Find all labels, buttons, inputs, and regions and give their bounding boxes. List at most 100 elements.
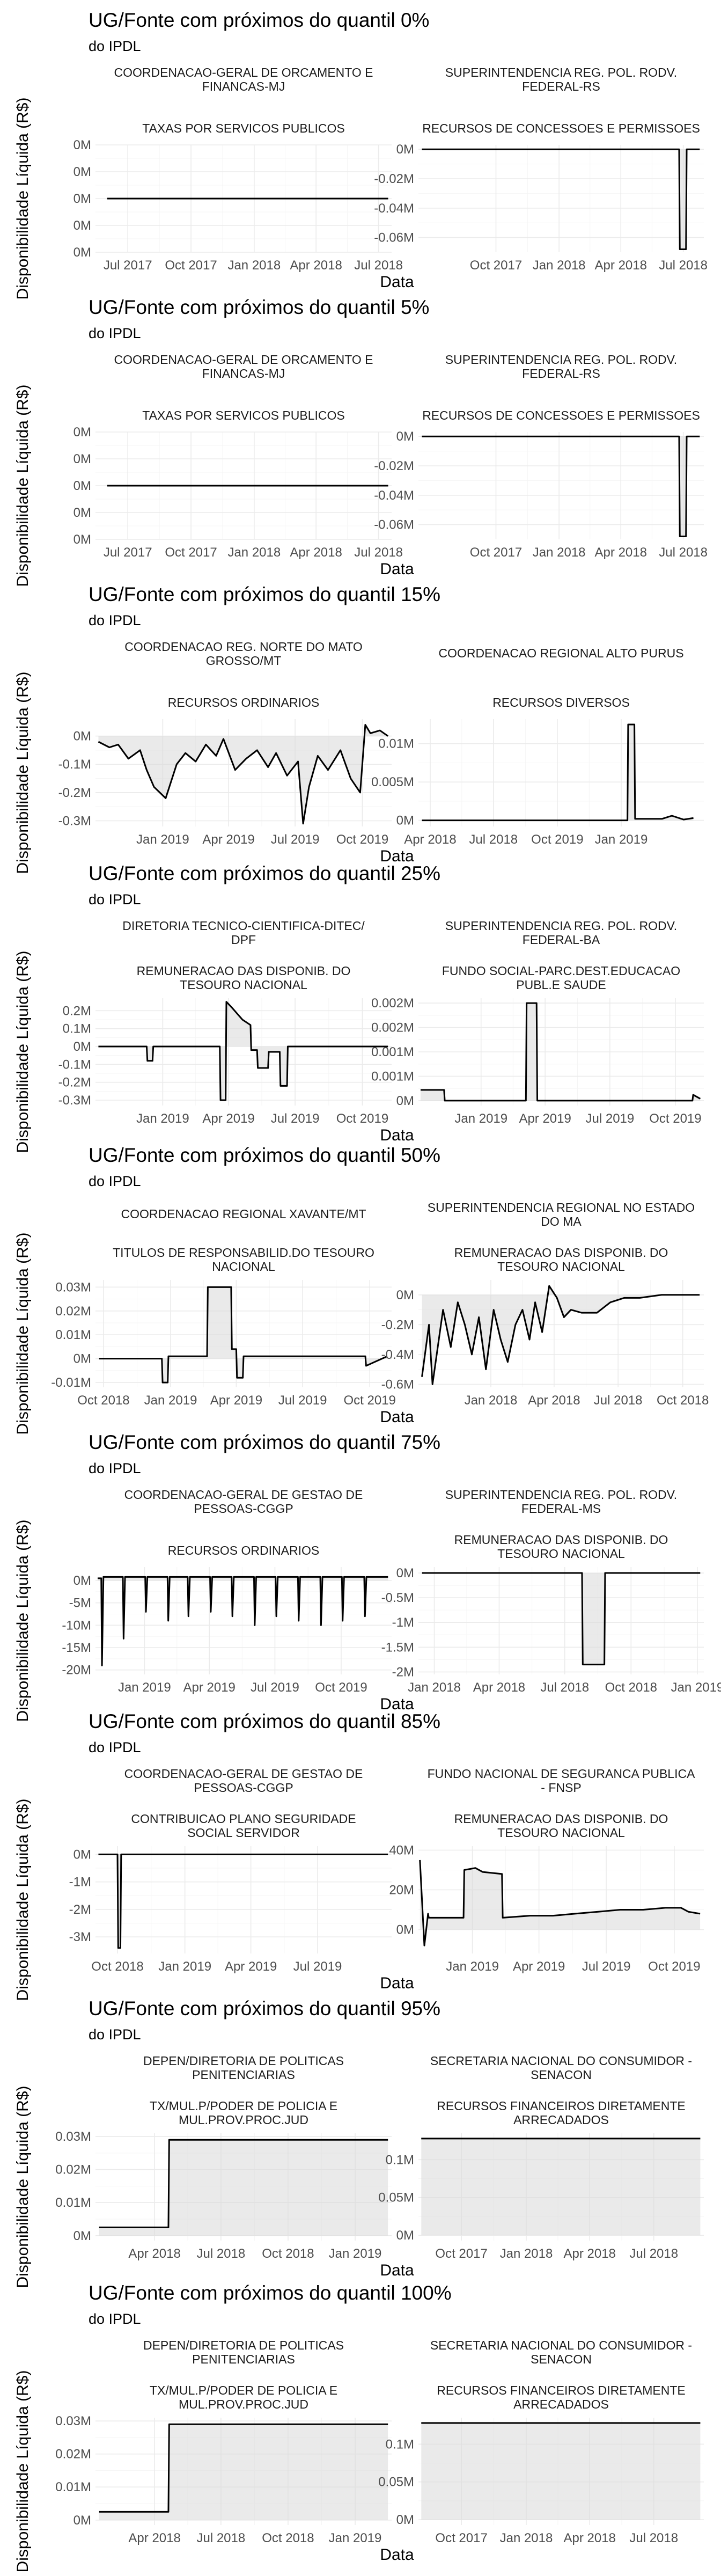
- x-axis-label: Data: [380, 1974, 414, 1992]
- facet-strip-title: SUPERINTENDENCIA REG. POL. RODV.: [445, 65, 677, 79]
- series-group: [422, 723, 694, 822]
- facet-strip-title: SUPERINTENDENCIA REG. POL. RODV.: [445, 1488, 677, 1502]
- facet-strip-title: COORDENACAO-GERAL DE ORCAMENTO E: [114, 65, 373, 79]
- series-area: [422, 149, 700, 250]
- facet-strip-subtitle: TESOURO NACIONAL: [180, 978, 307, 992]
- series-line: [420, 1002, 701, 1102]
- x-tick-label: Jul 2018: [629, 2246, 678, 2261]
- y-tick-label: -0.2M: [381, 1318, 414, 1332]
- x-axis-label: Data: [380, 273, 414, 291]
- y-tick-label: -0.4M: [381, 1348, 414, 1362]
- y-tick-label: 0.01M: [55, 2196, 91, 2210]
- facet-panel: SECRETARIA NACIONAL DO CONSUMIDOR -SENAC…: [378, 2338, 704, 2545]
- x-tick-label: Oct 2019: [336, 1111, 388, 1126]
- facet-strip-title: SUPERINTENDENCIA REGIONAL NO ESTADO: [428, 1201, 695, 1214]
- x-tick-label: Oct 2017: [165, 258, 217, 273]
- facet-strip-subtitle: TAXAS POR SERVICOS PUBLICOS: [142, 408, 344, 422]
- x-tick-label: Oct 2017: [435, 2246, 487, 2261]
- y-axis-label: Disponibilidade Líquida (R$): [14, 2370, 32, 2573]
- y-tick-label: 0M: [73, 2229, 91, 2243]
- x-tick-label: Jan 2019: [446, 1959, 499, 1974]
- y-tick-label: 0.05M: [378, 2191, 414, 2205]
- y-axis-label: Disponibilidade Líquida (R$): [14, 1799, 32, 2001]
- quantile-group: UG/Fonte com próximos do quantil 25% do I…: [14, 862, 704, 1153]
- x-tick-label: Apr 2019: [225, 1959, 277, 1974]
- x-tick-label: Jul 2019: [278, 1393, 327, 1408]
- quantile-group: UG/Fonte com próximos do quantil 5% do IP…: [14, 296, 708, 587]
- x-tick-label: Jul 2019: [293, 1959, 342, 1974]
- facet-strip-subtitle: SOCIAL SERVIDOR: [187, 1826, 300, 1840]
- group-title: UG/Fonte com próximos do quantil 50%: [89, 1144, 440, 1166]
- y-tick-label: 0.03M: [55, 2129, 91, 2144]
- group-subtitle: do IPDL: [89, 2311, 141, 2327]
- y-tick-label: 0M: [73, 165, 91, 179]
- facet-strip-subtitle: RECURSOS DE CONCESSOES E PERMISSOES: [422, 408, 700, 422]
- x-tick-label: Oct 2018: [262, 2531, 314, 2545]
- x-axis-label: Data: [380, 847, 414, 865]
- x-tick-label: Apr 2019: [519, 1111, 571, 1126]
- y-tick-label: -0.02M: [374, 459, 414, 473]
- group-subtitle: do IPDL: [89, 1460, 141, 1476]
- x-tick-label: Apr 2019: [513, 1959, 565, 1974]
- y-tick-label: 0M: [396, 1288, 414, 1302]
- y-tick-label: -0.06M: [374, 231, 414, 245]
- facet-strip-subtitle: CONTRIBUICAO PLANO SEGURIDADE: [131, 1812, 356, 1826]
- series-line: [419, 1860, 701, 1946]
- facet-strip-subtitle: ARRECADADOS: [513, 2113, 609, 2127]
- facet-strip-title: PENITENCIARIAS: [192, 2352, 295, 2366]
- group-title: UG/Fonte com próximos do quantil 95%: [89, 1997, 440, 2019]
- facet-strip-subtitle: TESOURO NACIONAL: [497, 1260, 625, 1274]
- x-tick-label: Jan 2018: [500, 2246, 553, 2261]
- x-tick-label: Oct 2018: [262, 2246, 314, 2261]
- y-tick-label: -1M: [69, 1875, 91, 1890]
- x-tick-label: Jul 2018: [629, 2531, 678, 2545]
- x-tick-label: Apr 2018: [563, 2246, 615, 2261]
- facet-panel: COORDENACAO-GERAL DE GESTAO DEPESSOAS-CG…: [62, 1488, 392, 1695]
- group-subtitle: do IPDL: [89, 38, 141, 54]
- y-tick-label: -0.3M: [58, 814, 91, 828]
- facet-strip-subtitle: MUL.PROV.PROC.JUD: [179, 2397, 308, 2411]
- facet-panel: FUNDO NACIONAL DE SEGURANCA PUBLICA- FNS…: [389, 1767, 704, 1974]
- group-title: UG/Fonte com próximos do quantil 100%: [89, 2282, 452, 2304]
- series-line: [98, 1001, 388, 1101]
- facet-strip-subtitle: REMUNERACAO DAS DISPONIB. DO: [454, 1533, 668, 1547]
- facet-strip-title: FEDERAL-BA: [523, 933, 600, 947]
- y-tick-label: 0M: [396, 1566, 414, 1580]
- y-tick-label: 0M: [73, 425, 91, 440]
- y-tick-label: 0.01M: [55, 2480, 91, 2494]
- y-tick-label: 0M: [396, 2228, 414, 2243]
- x-tick-label: Jul 2018: [540, 1680, 589, 1695]
- x-tick-label: Apr 2018: [404, 832, 456, 847]
- y-tick-label: 0M: [73, 1574, 91, 1588]
- facet-strip-subtitle: RECURSOS ORDINARIOS: [168, 1543, 319, 1557]
- x-tick-label: Jul 2018: [354, 545, 403, 560]
- x-tick-label: Jan 2019: [671, 1680, 721, 1695]
- facet-strip-subtitle: TAXAS POR SERVICOS PUBLICOS: [142, 121, 344, 135]
- series-group: [422, 1572, 701, 1666]
- group-subtitle: do IPDL: [89, 1739, 141, 1755]
- y-tick-label: -1M: [392, 1615, 414, 1630]
- y-tick-label: 0M: [396, 142, 414, 157]
- facet-panel: SUPERINTENDENCIA REG. POL. RODV.FEDERAL-…: [374, 353, 708, 560]
- quantile-group: UG/Fonte com próximos do quantil 50% do I…: [14, 1144, 709, 1435]
- y-tick-label: -1.5M: [381, 1640, 414, 1655]
- quantile-group: UG/Fonte com próximos do quantil 95% do I…: [14, 1997, 704, 2288]
- facet-strip-title: SENACON: [531, 2352, 592, 2366]
- series-group: [99, 2139, 388, 2236]
- group-subtitle: do IPDL: [89, 325, 141, 341]
- facet-strip-subtitle: TESOURO NACIONAL: [497, 1547, 625, 1561]
- series-group: [419, 1860, 701, 1946]
- facet-strip-subtitle: REMUNERACAO DAS DISPONIB. DO: [137, 964, 351, 978]
- x-tick-label: Jan 2018: [227, 545, 281, 560]
- facet-panel: COORDENACAO-GERAL DE ORCAMENTO EFINANCAS…: [73, 65, 403, 273]
- facet-strip-title: COORDENACAO REGIONAL XAVANTE/MT: [121, 1207, 366, 1221]
- y-tick-label: 20M: [389, 1883, 414, 1897]
- y-tick-label: 0.03M: [55, 1280, 91, 1294]
- x-tick-label: Jul 2017: [104, 258, 152, 273]
- series-line: [422, 435, 700, 538]
- facet-strip-subtitle: TX/MUL.P/PODER DE POLICIA E: [150, 2099, 337, 2113]
- y-tick-label: 0.02M: [55, 1304, 91, 1319]
- x-tick-label: Apr 2018: [563, 2531, 615, 2545]
- y-tick-label: -0.2M: [58, 786, 91, 800]
